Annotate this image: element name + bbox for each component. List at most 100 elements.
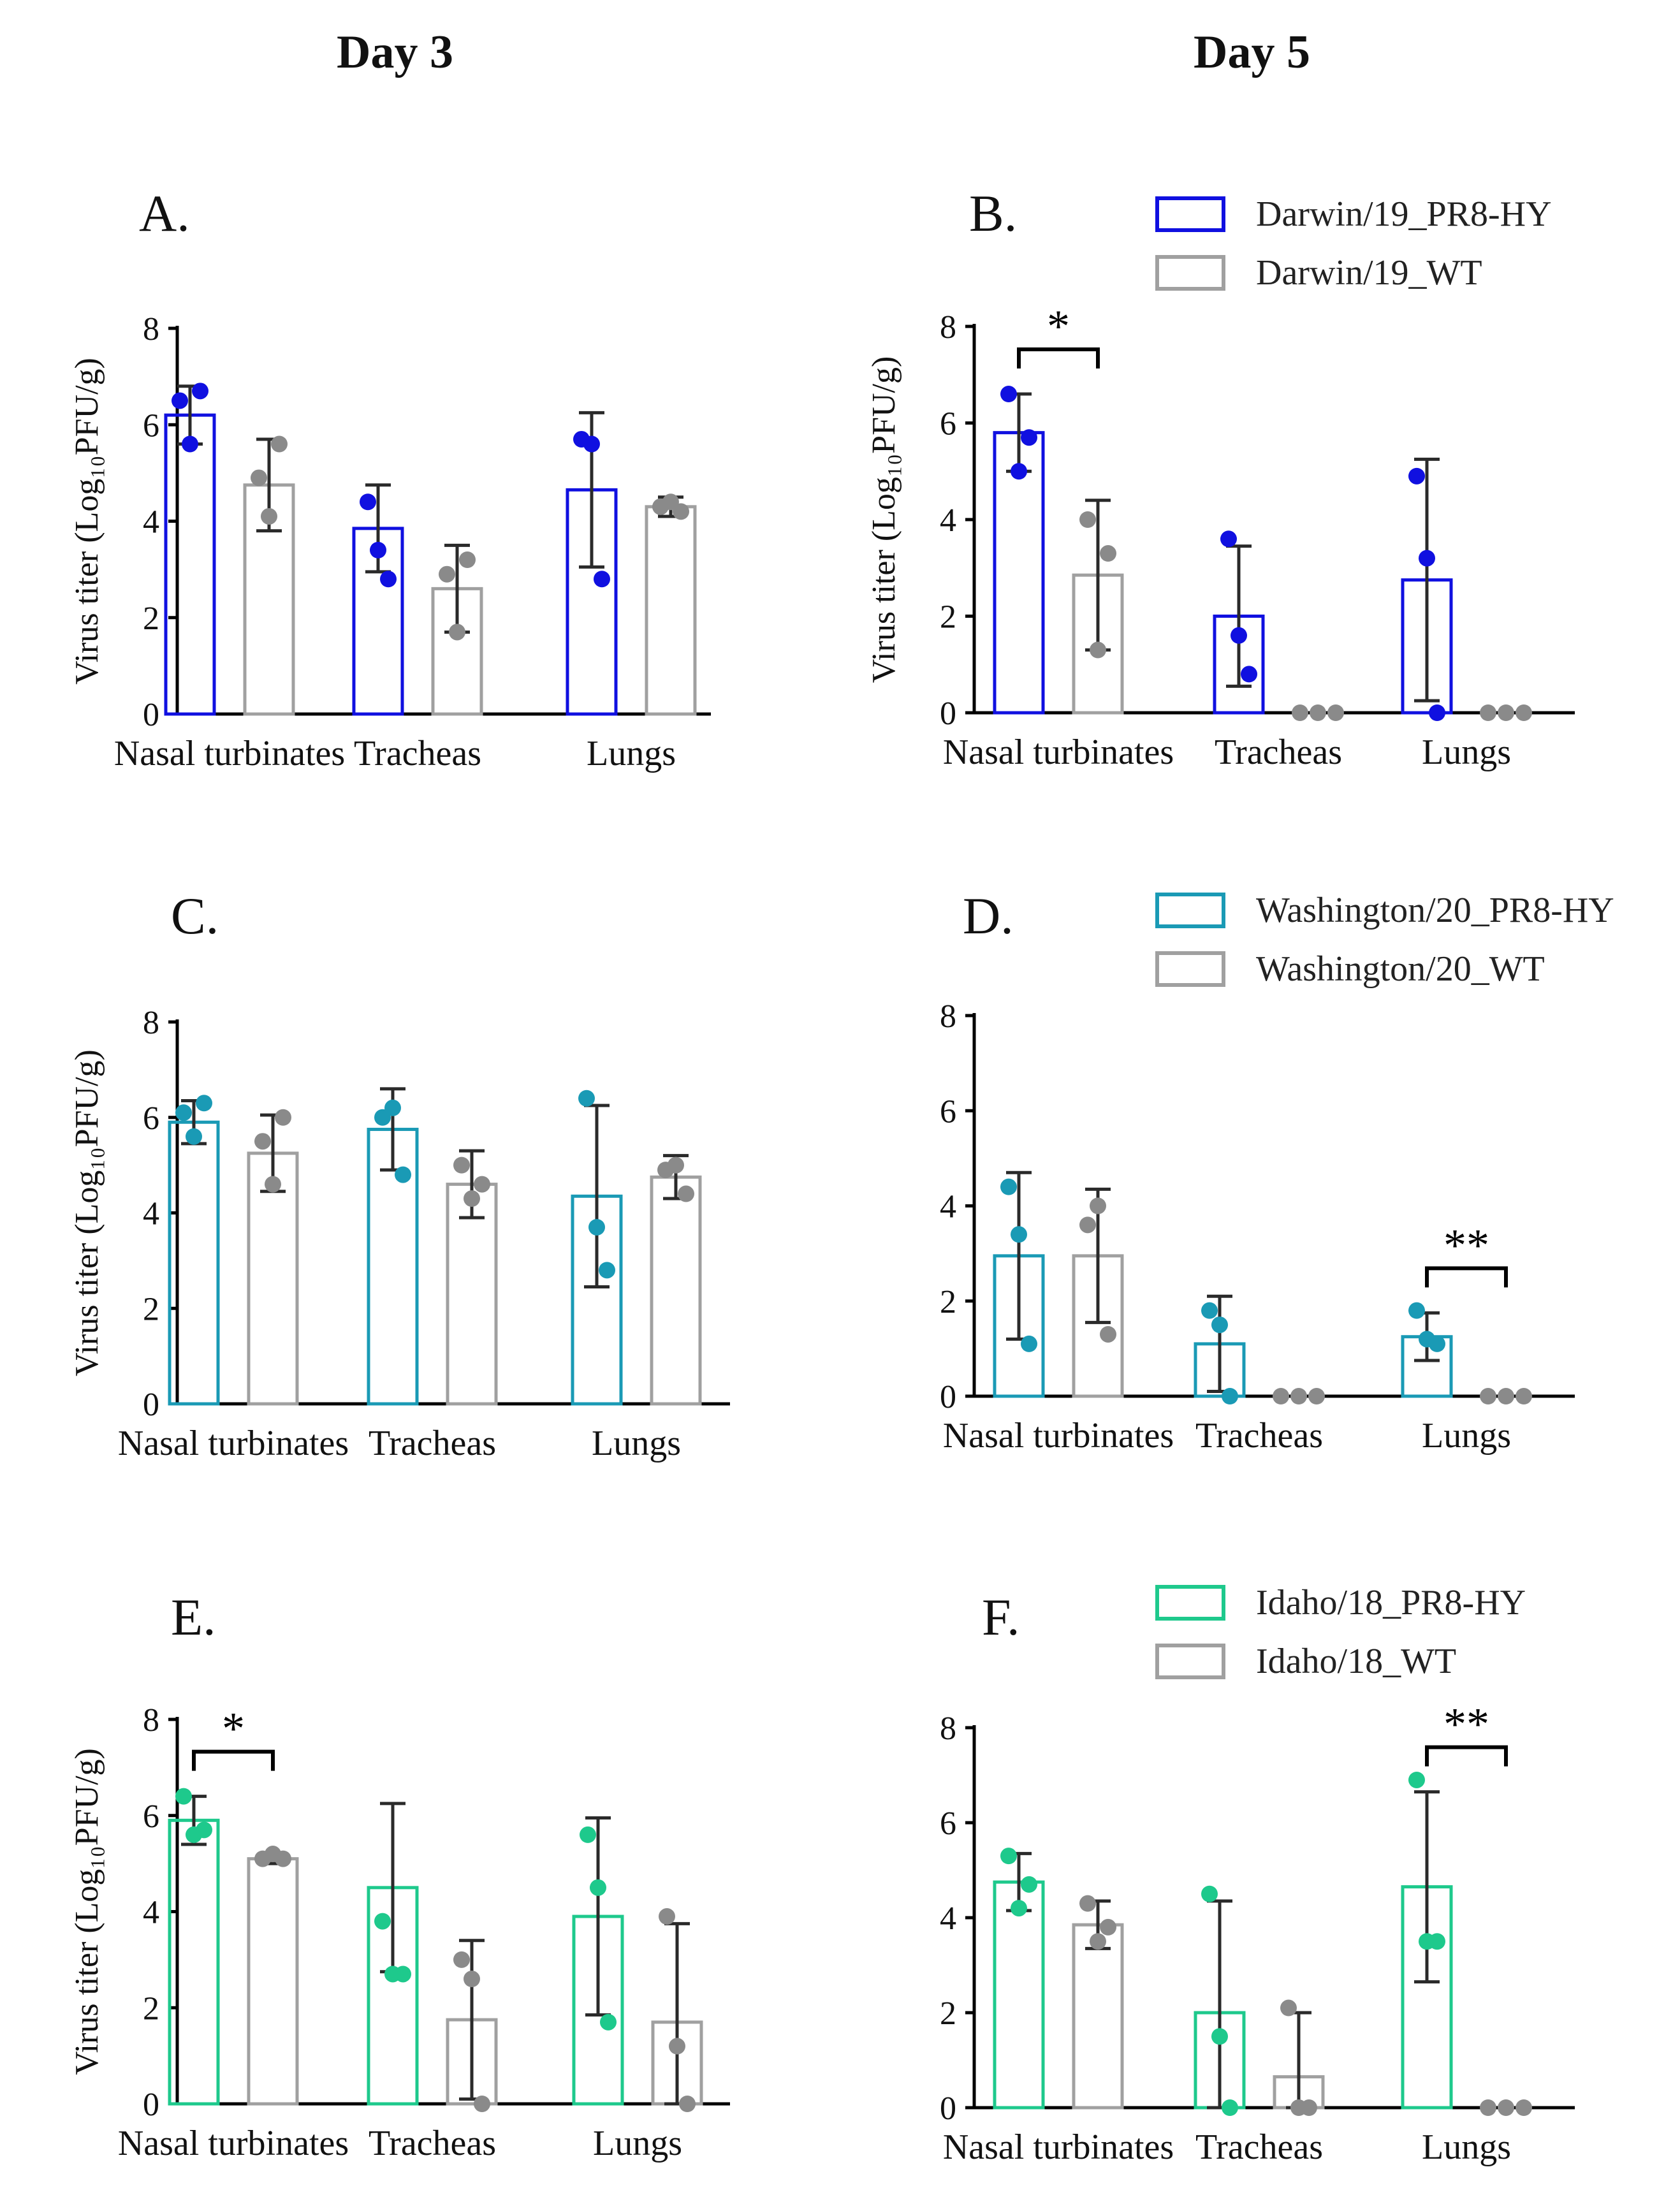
x-tick-label: Lungs [1422, 1416, 1511, 1455]
data-point [175, 1788, 192, 1805]
data-point [384, 1099, 401, 1116]
data-point [1021, 429, 1037, 446]
data-point [254, 1133, 271, 1150]
data-point [182, 435, 198, 453]
legend-label-hy: Washington/20_PR8-HY [1256, 891, 1614, 930]
data-point [459, 551, 476, 568]
x-tick-label: Tracheas [1195, 1416, 1323, 1455]
data-point [1292, 704, 1308, 721]
data-point [1100, 1918, 1116, 1936]
legend-swatch-wt [1155, 1644, 1225, 1679]
data-point [1516, 704, 1532, 721]
data-point [474, 2096, 490, 2112]
panel-b: 0 2 4 6 8 Virus titer (Log₁₀PFU/g) Nasal turbi… [866, 301, 1575, 772]
data-point [1480, 2099, 1496, 2116]
significance-marker: ** [1443, 1699, 1489, 1750]
y-tick-label: 8 [143, 1005, 159, 1041]
x-tick-label: Nasal turbinates [114, 734, 345, 773]
data-point [395, 1166, 411, 1183]
data-point [1301, 2099, 1317, 2116]
x-tick-label: Nasal turbinates [943, 733, 1174, 772]
data-point [1480, 1388, 1496, 1404]
panel-e: 0 2 4 6 8 Virus titer (Log₁₀PFU/g) Nasal turbi… [69, 1702, 730, 2163]
data-point [1241, 666, 1257, 683]
bar [247, 1857, 299, 2106]
y-tick-label: 2 [143, 1291, 159, 1327]
data-point [1211, 1316, 1228, 1334]
bar [1072, 1923, 1124, 2110]
legend-swatch-wt [1155, 255, 1225, 291]
panel-d: 0 2 4 6 8 Nasal turbinates Tracheas Lungs ** [940, 998, 1575, 1455]
panel-label-f: F. [982, 1588, 1020, 1646]
y-tick-label: 0 [940, 2090, 956, 2127]
y-tick-label: 4 [940, 502, 956, 539]
data-point [1211, 2028, 1228, 2045]
y-tick-label: 0 [143, 2087, 159, 2123]
data-point [271, 435, 288, 453]
data-point [1516, 2099, 1532, 2116]
y-tick-label: 8 [940, 309, 956, 346]
data-point [1408, 1302, 1425, 1319]
data-point [594, 571, 610, 588]
y-tick-label: 2 [940, 599, 956, 636]
data-point [590, 1879, 606, 1896]
data-point [275, 1850, 291, 1867]
data-point [1480, 704, 1496, 721]
data-point [1090, 1197, 1106, 1214]
data-point [1000, 1848, 1017, 1865]
data-point [1419, 550, 1435, 567]
x-tick-label: Lungs [1422, 2127, 1511, 2167]
data-point [678, 1185, 694, 1202]
y-tick-label: 8 [143, 311, 159, 347]
data-point [1090, 641, 1106, 659]
x-tick-label: Tracheas [1215, 733, 1342, 772]
data-point [1222, 2099, 1238, 2116]
column-title-day3: Day 3 [337, 26, 453, 78]
y-tick-label: 4 [143, 1196, 159, 1232]
legend-label-hy: Idaho/18_PR8-HY [1256, 1583, 1526, 1623]
data-point [192, 383, 208, 400]
y-tick-label: 8 [940, 998, 956, 1035]
legend-label-wt: Darwin/19_WT [1256, 253, 1482, 293]
x-tick-label: Tracheas [369, 1424, 496, 1463]
panel-label-e: E. [171, 1588, 216, 1646]
y-tick-label: 8 [940, 1710, 956, 1747]
data-point [1408, 1771, 1425, 1788]
y-axis-label: Virus titer (Log₁₀PFU/g) [69, 1049, 105, 1376]
data-point [1021, 1876, 1037, 1893]
y-tick-label: 4 [940, 1189, 956, 1225]
data-point [1498, 2099, 1514, 2116]
data-point [1429, 1335, 1445, 1352]
y-tick-label: 6 [143, 1798, 159, 1835]
y-tick-label: 0 [940, 1379, 956, 1415]
y-tick-label: 0 [143, 697, 159, 733]
data-point [1308, 1388, 1325, 1404]
data-point [1498, 1388, 1514, 1404]
data-point [668, 1156, 684, 1174]
significance-bracket [1425, 1745, 1508, 1767]
data-point [1100, 1325, 1116, 1343]
legend-label-wt: Idaho/18_WT [1256, 1642, 1457, 1681]
data-point [474, 1176, 490, 1193]
x-tick-label: Lungs [1422, 733, 1511, 772]
data-point [588, 1218, 605, 1236]
x-tick-label: Nasal turbinates [943, 2127, 1174, 2167]
data-point [1408, 467, 1425, 485]
x-tick-label: Tracheas [1195, 2127, 1323, 2167]
data-point [1079, 1895, 1096, 1912]
data-point [1222, 1388, 1238, 1404]
data-point [439, 565, 455, 583]
data-point [1011, 1900, 1027, 1917]
data-point [172, 392, 188, 409]
data-point [261, 507, 277, 525]
y-tick-label: 2 [940, 1284, 956, 1320]
legend-swatch-wt [1155, 951, 1225, 987]
y-tick-label: 6 [940, 406, 956, 442]
data-point [1079, 1216, 1096, 1234]
y-tick-label: 4 [143, 1895, 159, 1931]
data-point [186, 1128, 202, 1145]
data-point [370, 541, 386, 558]
significance-bracket [192, 1749, 275, 1771]
data-point [1100, 545, 1116, 562]
significance-marker: * [222, 1703, 245, 1754]
